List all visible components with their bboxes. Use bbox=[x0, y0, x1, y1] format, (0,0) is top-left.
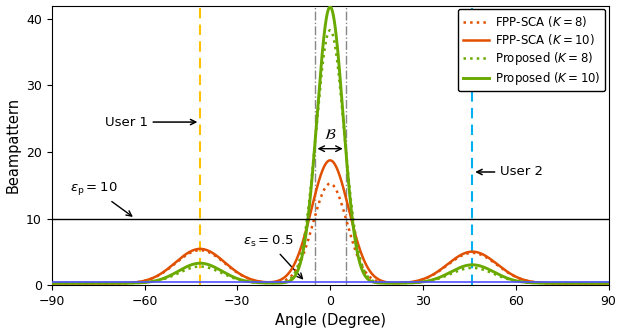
Y-axis label: Beampattern: Beampattern bbox=[6, 97, 21, 193]
Line: FPP-SCA ($K = 10$): FPP-SCA ($K = 10$) bbox=[52, 160, 608, 284]
FPP-SCA ($K = 8$) bbox=[149, 276, 157, 280]
FPP-SCA ($K = 8$) bbox=[506, 272, 513, 276]
Text: $\epsilon_\mathrm{p} = 10$: $\epsilon_\mathrm{p} = 10$ bbox=[70, 180, 132, 216]
FPP-SCA ($K = 8$) bbox=[410, 280, 417, 284]
Proposed ($K = 10$) bbox=[410, 281, 417, 285]
Text: User 1: User 1 bbox=[104, 116, 196, 129]
Line: Proposed ($K = 8$): Proposed ($K = 8$) bbox=[52, 30, 608, 283]
Proposed ($K = 10$) bbox=[149, 279, 157, 283]
Legend: FPP-SCA ($K = 8$), FPP-SCA ($K = 10$), Proposed ($K = 8$), Proposed ($K = 10$): FPP-SCA ($K = 8$), FPP-SCA ($K = 10$), P… bbox=[458, 9, 605, 92]
FPP-SCA ($K = 8$) bbox=[463, 252, 471, 256]
FPP-SCA ($K = 10$) bbox=[382, 280, 389, 284]
Line: FPP-SCA ($K = 8$): FPP-SCA ($K = 8$) bbox=[52, 184, 608, 284]
Text: $\epsilon_\mathrm{s} = 0.5$: $\epsilon_\mathrm{s} = 0.5$ bbox=[243, 234, 302, 279]
FPP-SCA ($K = 10$) bbox=[149, 276, 157, 280]
Text: $\mathcal{B}$: $\mathcal{B}$ bbox=[324, 127, 337, 142]
Proposed ($K = 10$) bbox=[327, 5, 334, 9]
FPP-SCA ($K = 10$) bbox=[605, 282, 612, 286]
Proposed ($K = 10$) bbox=[506, 277, 513, 281]
Proposed ($K = 10$) bbox=[463, 263, 471, 267]
Proposed ($K = 10$) bbox=[382, 281, 389, 285]
FPP-SCA ($K = 10$) bbox=[261, 280, 268, 284]
Proposed ($K = 8$) bbox=[149, 280, 157, 284]
Proposed ($K = 8$) bbox=[506, 278, 513, 282]
Proposed ($K = 10$) bbox=[261, 281, 268, 285]
FPP-SCA ($K = 8$) bbox=[382, 281, 389, 285]
FPP-SCA ($K = 10$) bbox=[410, 280, 417, 284]
Text: User 2: User 2 bbox=[477, 165, 543, 178]
FPP-SCA ($K = 10$) bbox=[48, 282, 55, 286]
Proposed ($K = 8$) bbox=[261, 281, 268, 285]
FPP-SCA ($K = 10$) bbox=[463, 250, 471, 254]
Proposed ($K = 8$) bbox=[463, 266, 471, 270]
X-axis label: Angle (Degree): Angle (Degree) bbox=[274, 313, 386, 328]
FPP-SCA ($K = 10$) bbox=[506, 271, 513, 275]
Proposed ($K = 8$) bbox=[410, 281, 417, 285]
Proposed ($K = 8$) bbox=[605, 281, 612, 285]
Proposed ($K = 8$) bbox=[48, 281, 55, 285]
Proposed ($K = 8$) bbox=[327, 28, 334, 32]
FPP-SCA ($K = 8$) bbox=[48, 282, 55, 286]
FPP-SCA ($K = 8$) bbox=[327, 182, 334, 186]
FPP-SCA ($K = 10$) bbox=[327, 158, 334, 162]
FPP-SCA ($K = 8$) bbox=[605, 282, 612, 286]
Proposed ($K = 10$) bbox=[48, 281, 55, 285]
Proposed ($K = 10$) bbox=[605, 281, 612, 285]
Proposed ($K = 8$) bbox=[382, 281, 389, 285]
FPP-SCA ($K = 8$) bbox=[261, 280, 268, 284]
Line: Proposed ($K = 10$): Proposed ($K = 10$) bbox=[52, 7, 608, 283]
